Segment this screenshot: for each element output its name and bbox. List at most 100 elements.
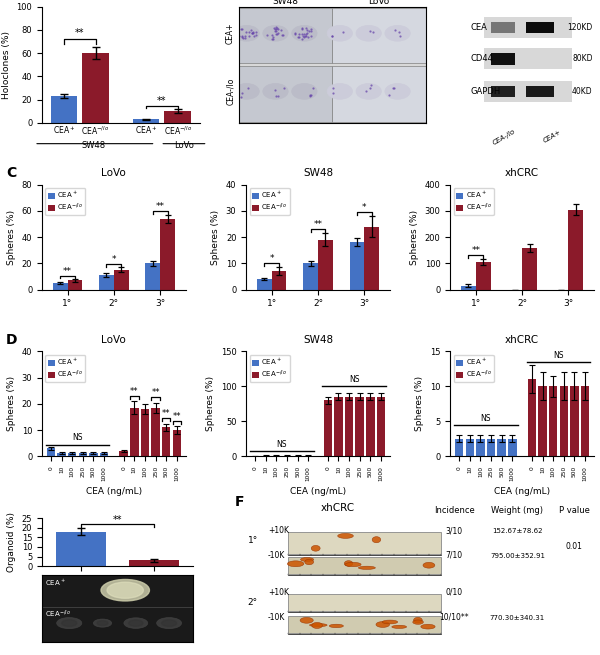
FancyBboxPatch shape (288, 557, 441, 574)
FancyBboxPatch shape (288, 532, 441, 554)
Bar (130, 408, 139, 457)
Legend: CEA$^+$, CEA$^{-/lo}$: CEA$^+$, CEA$^{-/lo}$ (250, 355, 290, 382)
Ellipse shape (311, 546, 320, 552)
Circle shape (128, 620, 143, 626)
Circle shape (292, 83, 317, 100)
Bar (581, 386, 589, 457)
Title: SW48: SW48 (303, 335, 333, 345)
Ellipse shape (421, 624, 435, 629)
Ellipse shape (344, 561, 353, 567)
Circle shape (234, 83, 259, 100)
Text: **: ** (63, 267, 72, 276)
Bar (461, 286, 476, 290)
Ellipse shape (358, 566, 376, 569)
Y-axis label: Spheres (%): Spheres (%) (7, 210, 16, 265)
Text: NS: NS (481, 414, 491, 422)
Text: NS: NS (553, 351, 564, 360)
Ellipse shape (345, 563, 361, 567)
Text: **: ** (130, 387, 139, 396)
Text: **: ** (156, 202, 165, 212)
Text: 40KD: 40KD (572, 87, 593, 96)
Bar (527, 379, 536, 457)
Text: SW48: SW48 (82, 141, 106, 150)
Bar (129, 561, 179, 566)
Text: **: ** (162, 409, 170, 419)
Text: SW48: SW48 (273, 0, 299, 7)
Title: LoVo: LoVo (101, 335, 126, 345)
Bar (162, 428, 170, 457)
Text: *: * (362, 203, 367, 212)
Text: LoVo: LoVo (174, 141, 194, 150)
Text: 1°: 1° (248, 536, 258, 545)
Ellipse shape (329, 624, 343, 627)
Y-axis label: Spheres (%): Spheres (%) (206, 377, 215, 432)
Circle shape (263, 26, 288, 41)
FancyBboxPatch shape (526, 22, 554, 33)
Bar (272, 455, 281, 457)
Y-axis label: Spheres (%): Spheres (%) (410, 210, 419, 265)
Text: 795.00±352.91: 795.00±352.91 (490, 553, 545, 559)
Circle shape (157, 618, 182, 629)
Bar (522, 248, 537, 290)
Text: CEA-/lo: CEA-/lo (226, 78, 235, 105)
Title: xhCRC: xhCRC (505, 168, 539, 178)
Text: 0/10: 0/10 (446, 588, 463, 597)
Bar (487, 439, 496, 457)
Text: *: * (112, 255, 116, 264)
FancyBboxPatch shape (491, 86, 515, 97)
Bar (68, 453, 76, 457)
Circle shape (385, 26, 410, 41)
Bar (497, 439, 506, 457)
Bar (47, 449, 55, 457)
Text: CD44: CD44 (470, 54, 493, 64)
Bar (318, 240, 333, 290)
Text: 0.01: 0.01 (566, 542, 583, 551)
FancyBboxPatch shape (491, 53, 515, 65)
Bar (323, 400, 332, 457)
FancyBboxPatch shape (239, 8, 332, 64)
Title: SW48: SW48 (303, 168, 333, 178)
Bar (100, 453, 109, 457)
Bar (293, 455, 302, 457)
Circle shape (356, 83, 382, 100)
Text: GAPDH: GAPDH (470, 87, 500, 96)
Y-axis label: Spheres (%): Spheres (%) (7, 377, 16, 432)
Text: xhCRC: xhCRC (320, 503, 355, 513)
Bar (140, 409, 149, 457)
Ellipse shape (287, 561, 304, 567)
Ellipse shape (305, 559, 314, 565)
FancyBboxPatch shape (484, 17, 572, 38)
Bar (570, 386, 579, 457)
Text: 2°: 2° (248, 598, 258, 607)
Y-axis label: Spheres (%): Spheres (%) (415, 377, 424, 432)
Text: **: ** (151, 388, 160, 398)
Legend: CEA$^+$, CEA$^{-/lo}$: CEA$^+$, CEA$^{-/lo}$ (454, 188, 494, 215)
X-axis label: CEA (ng/mL): CEA (ng/mL) (290, 487, 346, 496)
Circle shape (97, 621, 108, 626)
Text: P value: P value (559, 506, 589, 515)
Circle shape (124, 618, 148, 628)
Text: CEA+: CEA+ (542, 128, 563, 143)
Bar (476, 439, 485, 457)
Bar (119, 451, 128, 457)
Ellipse shape (423, 563, 435, 568)
Text: NS: NS (277, 440, 287, 449)
Bar (89, 453, 98, 457)
Bar (364, 227, 379, 290)
Circle shape (62, 620, 77, 626)
Text: A: A (7, 0, 18, 3)
Bar (334, 397, 343, 457)
Text: D: D (6, 333, 17, 347)
Bar (355, 397, 364, 457)
FancyBboxPatch shape (332, 8, 425, 64)
Circle shape (327, 26, 352, 41)
Legend: CEA$^+$, CEA$^{-/lo}$: CEA$^+$, CEA$^{-/lo}$ (46, 355, 85, 382)
Circle shape (327, 83, 352, 100)
Text: F: F (235, 495, 244, 509)
Bar (251, 456, 259, 457)
Bar (350, 242, 364, 290)
Text: 7/10: 7/10 (446, 551, 463, 560)
Ellipse shape (300, 618, 313, 624)
Text: 80KD: 80KD (572, 54, 593, 64)
Bar (57, 453, 66, 457)
